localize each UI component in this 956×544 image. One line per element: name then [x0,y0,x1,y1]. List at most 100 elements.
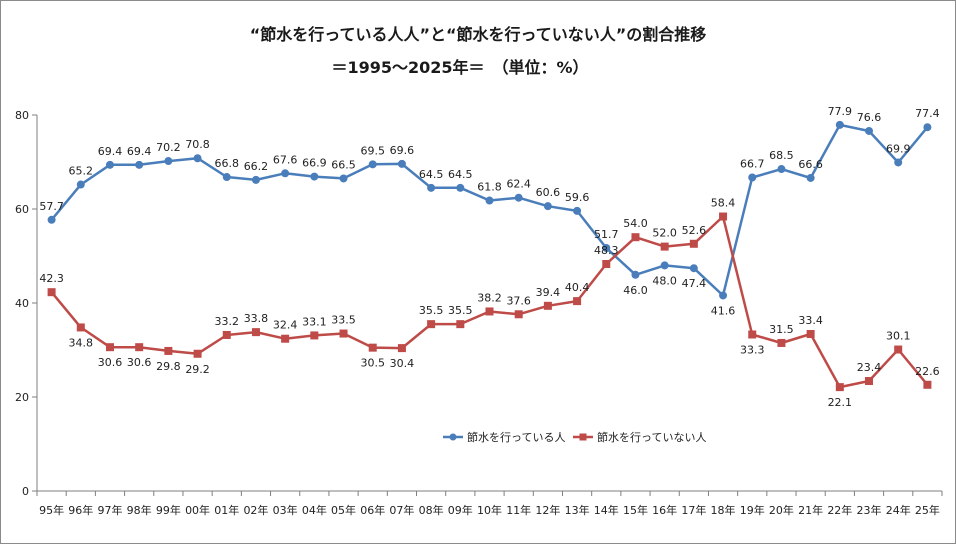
legend-marker [579,433,587,441]
x-tick-label: 13年 [565,503,590,517]
data-label: 51.7 [594,228,619,241]
x-tick-label: 12年 [535,503,560,517]
data-label: 34.8 [69,336,94,349]
x-tick-label: 22年 [827,503,852,517]
data-label: 33.5 [331,314,356,327]
data-point [222,330,231,339]
data-point [777,338,786,347]
data-label: 22.6 [915,365,940,378]
data-label: 66.7 [740,158,765,171]
data-point [76,323,85,332]
data-point [573,206,582,215]
data-label: 69.9 [886,142,911,155]
data-point [865,126,874,135]
data-point [602,259,611,268]
data-label: 41.6 [711,304,736,317]
data-label: 69.4 [98,145,123,158]
data-label: 29.8 [156,360,181,373]
data-label: 22.1 [828,396,853,409]
data-point [427,320,436,329]
data-label: 59.6 [565,191,590,204]
data-label: 47.4 [682,277,707,290]
y-tick-label: 0 [22,485,29,498]
data-point [456,183,465,192]
series-layer: 57.7 65.2 69.4 69.4 70.2 70.8 66.8 66.2 67.6 66.9… [39,105,939,409]
x-tick-label: 15年 [623,503,648,517]
data-label: 33.1 [302,315,327,328]
data-point [281,334,290,343]
legend-label: 節水を行っている人 [467,430,565,444]
chart-subtitle: ＝1995～2025年＝ （単位：%） [331,58,588,77]
data-label: 33.2 [215,315,240,328]
data-label: 62.4 [506,178,531,191]
data-point [368,343,377,352]
data-label: 58.4 [711,197,736,210]
x-tick-label: 18年 [711,503,736,517]
data-point [573,297,582,306]
data-point [105,160,114,169]
data-label: 33.4 [798,314,823,327]
data-point [719,291,728,300]
data-point [135,343,144,352]
x-tick-label: 09年 [448,503,473,517]
y-tick-label: 80 [15,109,29,122]
data-label: 66.6 [798,158,823,171]
data-point [660,261,669,270]
data-label: 66.2 [244,160,269,173]
x-tick-label: 10年 [477,503,502,517]
x-tick-label: 04年 [302,503,327,517]
data-label: 66.9 [302,157,327,170]
x-tick-label: 03年 [273,503,298,517]
data-point [251,175,260,184]
y-tick-label: 60 [15,203,29,216]
x-tick-label: 14年 [594,503,619,517]
data-point [923,123,932,132]
data-label: 23.4 [857,361,882,374]
y-tick-label: 40 [15,297,29,310]
legend-label: 節水を行っていない人 [597,430,706,444]
data-point [894,158,903,167]
data-label: 77.4 [915,107,940,120]
x-tick-label: 21年 [798,503,823,517]
data-label: 39.4 [536,286,561,299]
data-point [514,193,523,202]
data-point [923,380,932,389]
data-point [427,183,436,192]
data-point [193,154,202,163]
data-point [397,159,406,168]
x-tick-label: 25年 [915,503,940,517]
x-tick-label: 00年 [185,503,210,517]
data-point [485,196,494,205]
x-tick-label: 17年 [681,503,706,517]
chart-title: “節水を行っている人人”と“節水を行っていない人”の割合推移 [250,25,706,44]
x-tick-label: 97年 [97,503,122,517]
data-label: 52.6 [682,224,707,237]
data-point [719,212,728,221]
data-point [485,307,494,316]
data-label: 66.8 [215,157,240,170]
data-label: 48.0 [652,274,677,287]
data-label: 48.3 [594,244,619,257]
data-label: 30.6 [127,356,152,369]
x-tick-label: 11年 [506,503,531,517]
x-tick-label: 95年 [39,503,64,517]
data-point [865,377,874,386]
data-point [748,330,757,339]
data-point [689,239,698,248]
x-tick-label: 20年 [769,503,794,517]
data-label: 38.2 [477,291,502,304]
data-point [281,169,290,178]
data-point [339,174,348,183]
data-label: 33.8 [244,312,269,325]
legend-item-1: 節水を行っている人 [443,430,565,444]
data-label: 61.8 [477,181,502,194]
x-tick-label: 16年 [652,503,677,517]
data-label: 40.4 [565,281,590,294]
data-point [105,343,114,352]
series-line [50,123,929,297]
legend: 節水を行っている人 節水を行っていない人 [443,430,706,444]
data-label: 33.3 [740,343,765,356]
data-label: 66.5 [331,158,356,171]
data-label: 70.2 [156,141,181,154]
